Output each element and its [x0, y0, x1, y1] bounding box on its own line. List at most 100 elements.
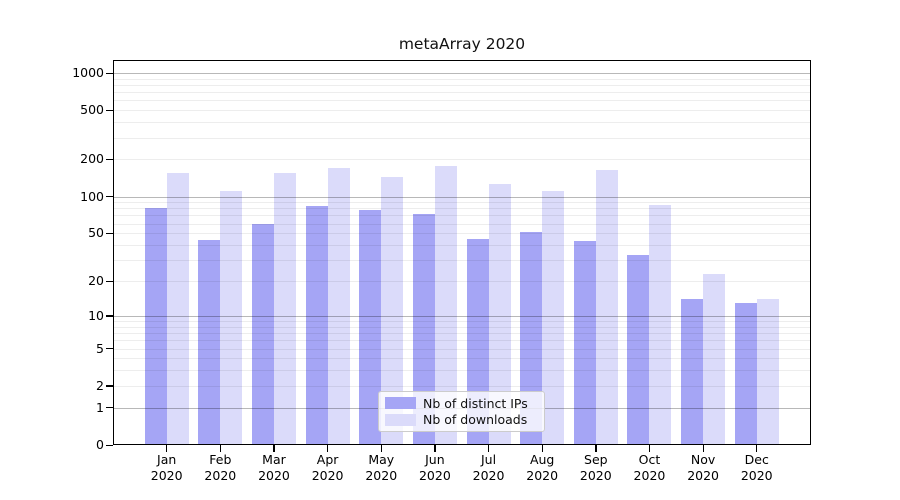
y-tick-mark: [106, 280, 113, 282]
x-tick-label-year: 2020: [472, 468, 505, 483]
bar-downloads: [220, 191, 243, 445]
x-tick-label-month: Sep: [584, 452, 608, 467]
bar-distinct-ips: [251, 223, 274, 445]
y-tick-label: 200: [80, 151, 104, 167]
gridline-minor: [114, 208, 810, 210]
gridline-minor: [114, 321, 810, 323]
gridline-minor: [114, 215, 810, 217]
gridline-minor: [114, 202, 810, 204]
chart-title: metaArray 2020: [398, 35, 526, 53]
y-tick-mark: [106, 407, 113, 409]
legend-label-distinct-ips: Nb of distinct IPs: [423, 395, 528, 411]
y-tick-label: 20: [88, 273, 104, 289]
x-tick-label-year: 2020: [526, 468, 559, 483]
x-tick-label-year: 2020: [258, 468, 290, 483]
y-tick-label: 1: [96, 399, 104, 415]
x-tick-label-month: Apr: [316, 452, 339, 467]
bar-downloads: [649, 205, 672, 445]
y-tick-label: 500: [80, 102, 104, 118]
bar-distinct-ips: [627, 255, 650, 445]
x-tick-label-year: 2020: [150, 468, 183, 483]
gridline-minor: [114, 159, 810, 161]
gridline-minor: [114, 100, 810, 102]
y-tick-mark: [106, 196, 113, 198]
gridline-minor: [114, 92, 810, 94]
legend-swatch-downloads: [385, 413, 416, 426]
x-tick-label-year: 2020: [418, 468, 451, 483]
x-tick-label-year: 2020: [579, 468, 612, 483]
gridline-minor: [114, 326, 810, 328]
y-tick-mark: [106, 232, 113, 234]
bar-downloads: [327, 168, 350, 445]
gridline-minor: [114, 78, 810, 80]
bar-distinct-ips: [144, 208, 167, 445]
y-tick-label: 0: [96, 437, 104, 452]
x-tick-label-year: 2020: [365, 468, 398, 483]
gridline-minor: [114, 340, 810, 342]
y-tick-label: 5: [96, 340, 104, 356]
x-tick-mark: [434, 445, 436, 452]
gridline-minor: [114, 385, 810, 387]
gridline-minor: [114, 333, 810, 335]
x-tick-mark: [541, 445, 543, 452]
gridline-minor: [114, 85, 810, 86]
bar-distinct-ips: [305, 205, 328, 445]
gridline-minor: [114, 348, 810, 350]
x-tick-mark: [166, 445, 168, 452]
bar-distinct-ips: [573, 241, 596, 445]
x-tick-mark: [219, 445, 222, 452]
x-tick-label-year: 2020: [740, 468, 773, 483]
y-tick-mark: [106, 109, 113, 111]
gridline-minor: [114, 281, 810, 283]
bar-downloads: [703, 273, 726, 445]
legend: Nb of distinct IPs Nb of downloads: [378, 391, 545, 432]
x-tick-label-month: Feb: [209, 452, 232, 467]
x-tick-label-month: Mar: [262, 452, 286, 467]
gridline-minor: [114, 245, 810, 247]
x-tick-label-year: 2020: [633, 468, 666, 483]
x-tick-label-month: May: [368, 452, 395, 467]
gridline-minor: [114, 233, 810, 235]
x-tick-mark: [595, 445, 597, 452]
y-tick-mark: [106, 72, 113, 74]
bar-downloads: [756, 299, 779, 445]
gridline-minor: [114, 122, 810, 124]
gridline-major: [114, 315, 810, 317]
x-tick-label-year: 2020: [687, 468, 719, 483]
x-tick-mark: [648, 445, 651, 452]
y-tick-label: 100: [80, 188, 104, 204]
y-tick-label: 50: [88, 225, 104, 241]
y-tick-mark: [106, 348, 113, 350]
y-tick-mark: [106, 385, 113, 387]
x-tick-mark: [273, 445, 275, 452]
bar-downloads: [542, 190, 565, 445]
x-tick-mark: [488, 445, 490, 452]
gridline-minor: [114, 260, 810, 262]
x-tick-label-month: Aug: [529, 452, 555, 467]
gridline-minor: [114, 110, 810, 112]
legend-item-downloads: Nb of downloads: [385, 412, 538, 427]
axis-frame: [113, 60, 811, 445]
legend-swatch-distinct-ips: [385, 397, 416, 410]
gridline-minor: [114, 358, 810, 360]
x-tick-label-month: Jul: [480, 452, 497, 467]
y-tick-label: 2: [96, 377, 104, 393]
y-tick-label: 1000: [72, 65, 104, 80]
bar-downloads: [166, 172, 189, 445]
x-tick-label-year: 2020: [204, 468, 237, 483]
bar-distinct-ips: [734, 302, 757, 445]
gridline-minor: [114, 137, 810, 139]
x-tick-label-month: Nov: [690, 452, 716, 467]
x-tick-mark: [702, 445, 704, 452]
y-tick-mark: [106, 158, 113, 161]
gridline-minor: [114, 370, 810, 372]
bar-distinct-ips: [198, 240, 221, 445]
legend-label-downloads: Nb of downloads: [423, 412, 528, 428]
y-tick-mark: [106, 315, 113, 317]
x-tick-label-month: Dec: [744, 452, 769, 467]
x-tick-mark: [756, 445, 758, 452]
bar-distinct-ips: [681, 299, 704, 445]
x-tick-mark: [327, 445, 329, 452]
gridline-major: [114, 73, 810, 74]
